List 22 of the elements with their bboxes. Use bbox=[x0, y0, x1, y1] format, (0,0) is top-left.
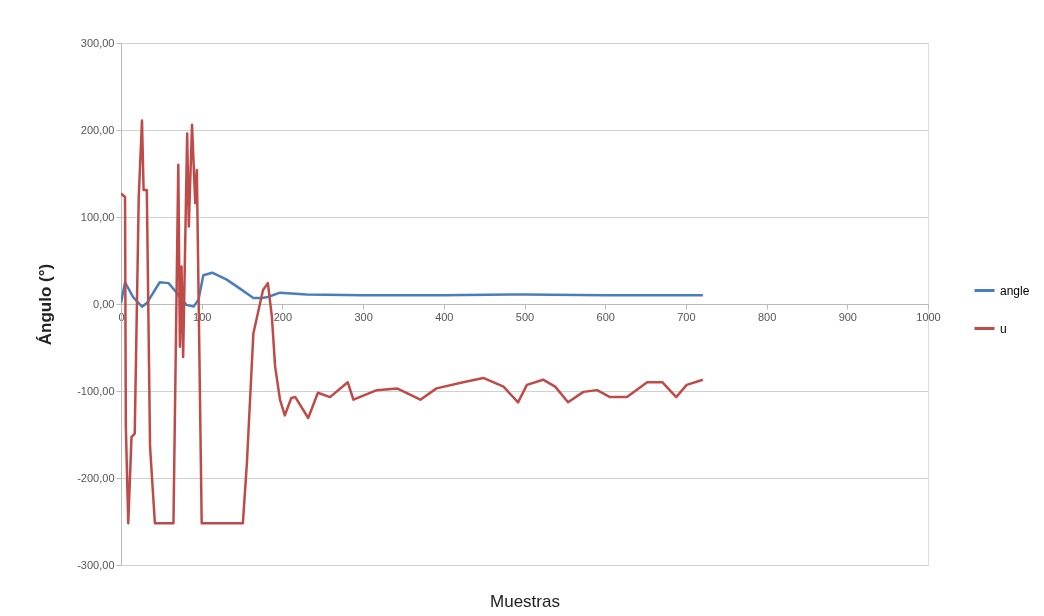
x-tick-label: 1000 bbox=[916, 310, 941, 323]
y-tick-label: 100,00 bbox=[80, 210, 115, 223]
y-axis-title: Ángulo (°) bbox=[36, 263, 56, 346]
x-tick-label: 300 bbox=[354, 310, 373, 323]
legend-label: angle bbox=[1000, 283, 1030, 298]
legend-label: u bbox=[1000, 321, 1007, 336]
line-series bbox=[121, 271, 705, 308]
x-tick-label: 800 bbox=[757, 310, 777, 323]
y-tick-label: 300,00 bbox=[80, 36, 115, 49]
y-tick-label: 200,00 bbox=[80, 123, 115, 136]
x-tick-label: 400 bbox=[435, 310, 454, 323]
x-tick-label: 200 bbox=[273, 310, 293, 323]
x-tick-label: 600 bbox=[596, 310, 615, 323]
y-tick-label: -300,00 bbox=[77, 558, 115, 571]
x-tick-label: 500 bbox=[515, 310, 535, 323]
y-tick-label: -200,00 bbox=[77, 471, 115, 484]
line-series bbox=[121, 119, 705, 525]
y-tick-label: -100,00 bbox=[77, 384, 115, 397]
x-tick-label: 900 bbox=[838, 310, 857, 323]
y-tick-label: 0,00 bbox=[93, 297, 115, 310]
x-tick-label: 700 bbox=[677, 310, 696, 323]
x-axis-title: Muestras bbox=[490, 591, 560, 611]
